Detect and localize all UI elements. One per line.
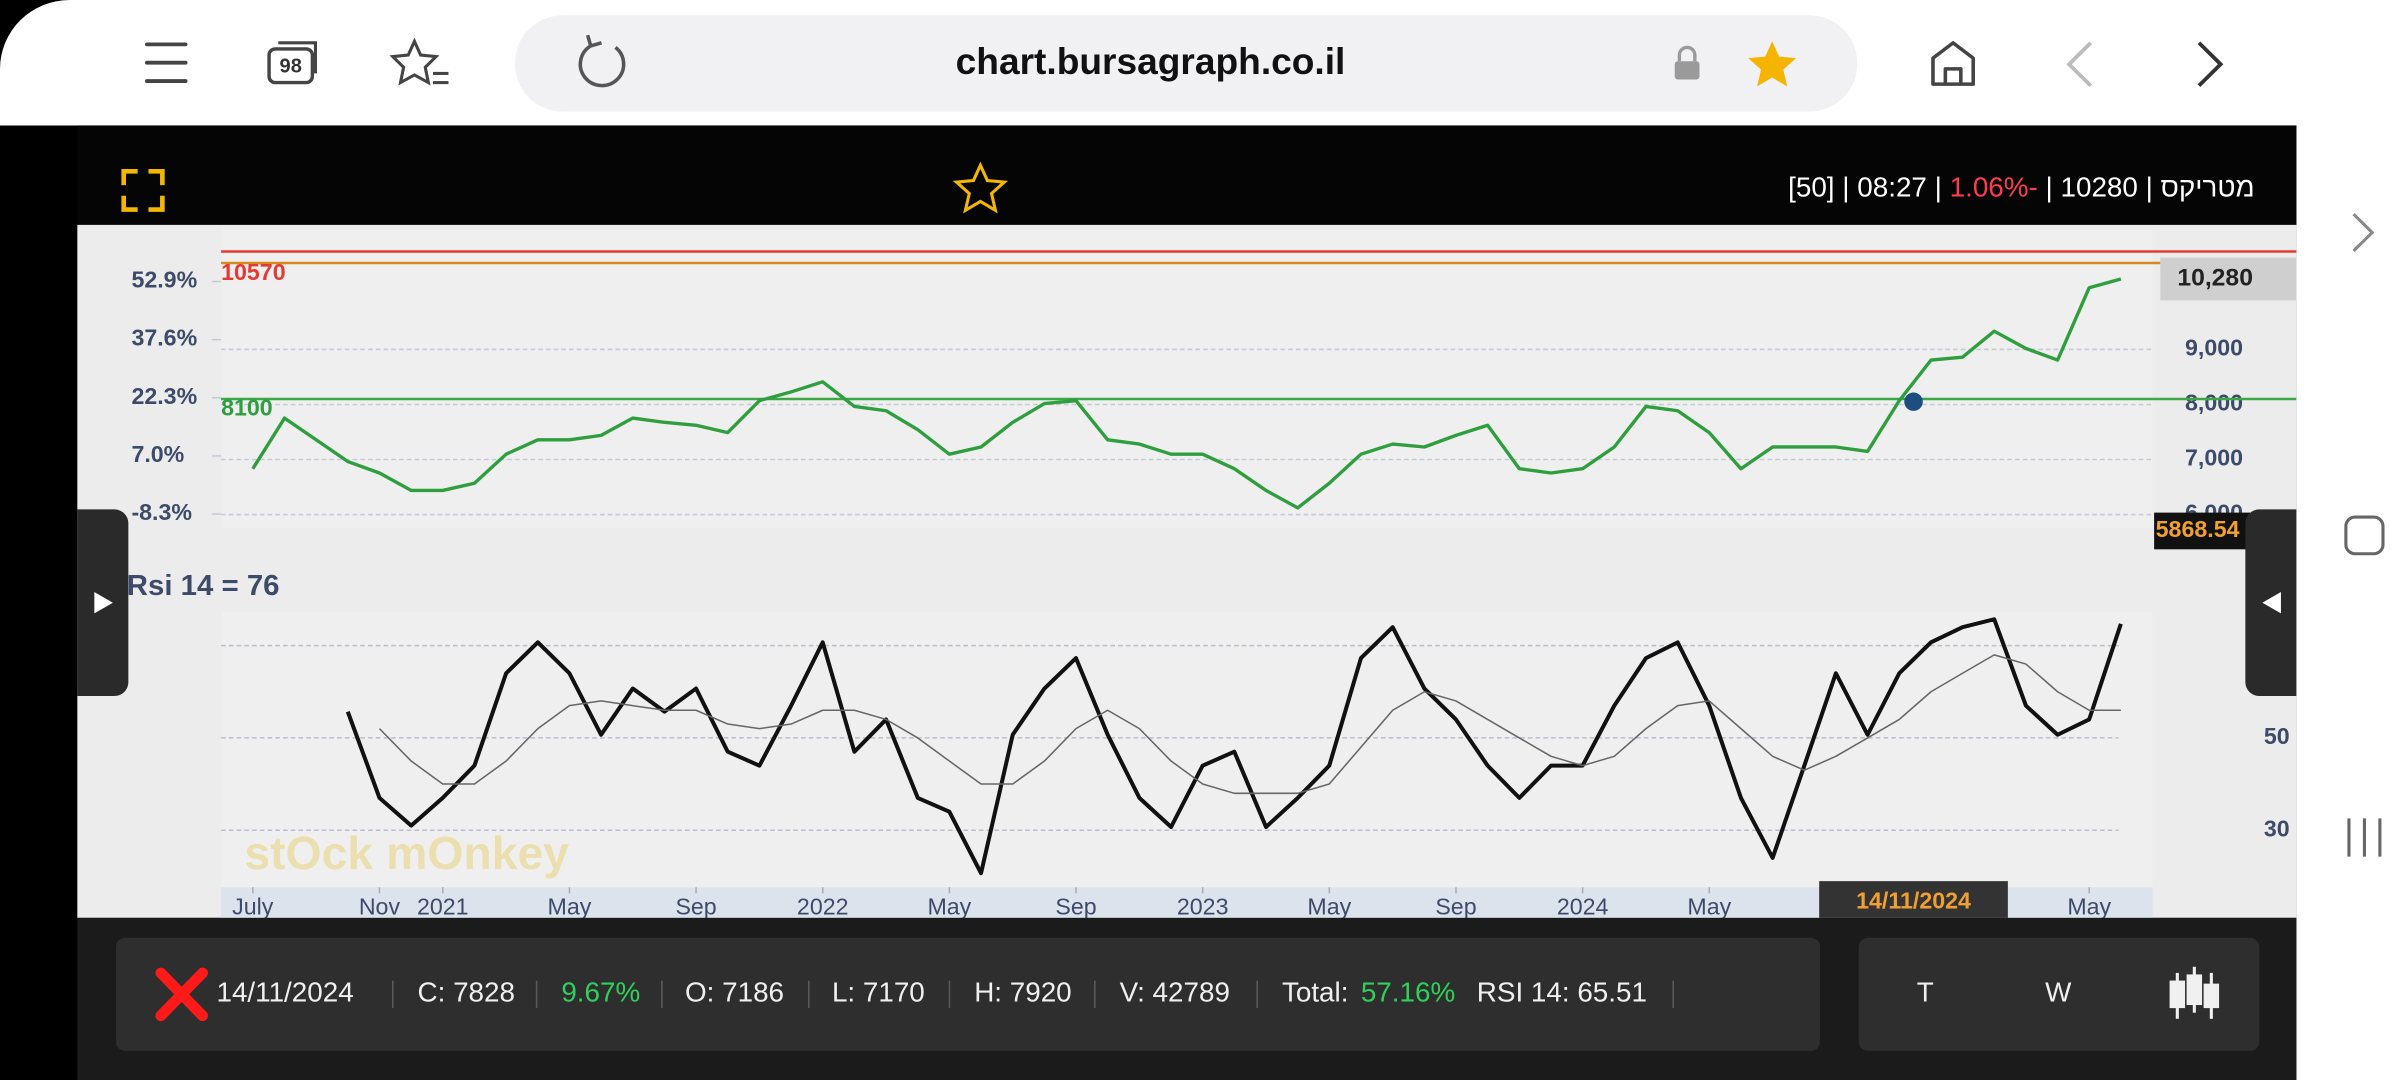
separator: | — [2046, 172, 2053, 203]
x-tick-label: Nov — [359, 894, 401, 920]
low-value-box — [2154, 512, 2250, 550]
nav-panel-button[interactable] — [2352, 213, 2375, 252]
x-tick-label: Sep — [1435, 894, 1476, 920]
y-tick-label: 30 — [2264, 815, 2290, 841]
x-tick-label: Sep — [675, 894, 716, 920]
info-change: 9.67% — [561, 977, 640, 1008]
info-low: L: 7170 — [832, 977, 925, 1008]
y-tick-label: 50 — [2264, 723, 2290, 749]
x-tick-label: 2024 — [1557, 894, 1609, 920]
price-plot — [221, 229, 2153, 528]
info-high: H: 7920 — [974, 977, 1071, 1008]
x-tick-label: May — [548, 894, 592, 920]
y2-tick-label: 37.6% — [131, 325, 197, 351]
tab-count: 98 — [280, 56, 302, 78]
y2-tick-label: -8.3% — [131, 499, 192, 525]
fullscreen-button[interactable] — [121, 169, 165, 212]
period-bar — [1858, 937, 2260, 1051]
period-button[interactable]: T — [1917, 977, 1934, 1008]
x-tick-label: 2022 — [797, 894, 849, 920]
info-total-label: Total: — [1282, 977, 1348, 1008]
y2-tick-label: 22.3% — [131, 383, 197, 409]
chart-type-button[interactable] — [2169, 966, 2220, 1019]
low-value-label: 5868.54 — [2156, 516, 2240, 542]
x-tick-label: May — [2067, 894, 2111, 920]
address-bar[interactable] — [514, 15, 1858, 112]
rsi-plot — [221, 611, 2153, 888]
crosshair-label: 14/11/2024 — [1856, 888, 1971, 914]
period-button[interactable]: W — [2045, 977, 2072, 1008]
info-open: O: 7186 — [685, 977, 784, 1008]
x-tick-label: July — [232, 894, 274, 920]
info-close: C: 7828 — [418, 977, 515, 1008]
back-button[interactable] — [2066, 41, 2093, 88]
info-rsi: RSI 14: 65.51 — [1477, 977, 1647, 1008]
x-tick-label: 2021 — [417, 894, 469, 920]
info-volume: V: 42789 — [1120, 977, 1230, 1008]
y2-tick-label: 52.9% — [131, 267, 197, 293]
y-tick-label: 7,000 — [2185, 445, 2243, 471]
info-separators — [392, 980, 1674, 1009]
close-button[interactable] — [155, 967, 208, 1022]
level-label: 8100 — [221, 395, 273, 421]
last-value-label: 10,280 — [2177, 265, 2253, 292]
right-panel-button[interactable] — [2245, 509, 2297, 697]
url: chart.bursagraph.co.il — [956, 41, 1346, 82]
chart-layer: 9,0008,0007,0006,00052.9%37.6%22.3%7.0%-… — [127, 250, 2297, 920]
crosshair-box — [1819, 881, 2008, 918]
rsi-title: Rsi 14 = 76 — [127, 570, 280, 602]
nav-recent-button[interactable] — [2347, 818, 2382, 857]
menu-button[interactable] — [144, 42, 188, 83]
price: 10280 — [2061, 172, 2138, 203]
separator: | — [2146, 172, 2153, 203]
tabs-button[interactable]: 98 — [267, 41, 318, 85]
nav-home-button[interactable] — [2344, 515, 2385, 556]
favorite-button[interactable] — [952, 161, 1009, 214]
reload-button[interactable] — [578, 34, 626, 88]
change: 1.06%- — [1950, 172, 2038, 203]
y2-tick-label: 7.0% — [131, 441, 184, 467]
x-tick-label: May — [927, 894, 971, 920]
date-marker — [1904, 392, 1923, 411]
info-bar — [115, 937, 1821, 1051]
level-label: 10570 — [221, 259, 285, 285]
separator: | — [1935, 172, 1942, 203]
y-tick-label: 8,000 — [2185, 390, 2243, 416]
x-tick-label: Sep — [1055, 894, 1096, 920]
info-date: 14/11/2024 — [216, 977, 353, 1008]
watermark: stOck mOnkey — [244, 827, 569, 879]
chart-header — [77, 125, 2297, 225]
x-tick-label: May — [1307, 894, 1351, 920]
symbol-name: מטריקס — [2161, 172, 2255, 203]
rsi-line — [345, 617, 2123, 876]
separator: | — [1842, 172, 1849, 203]
rsi-line — [378, 654, 2121, 795]
price-line — [251, 277, 2122, 510]
x-tick-label: 2023 — [1177, 894, 1229, 920]
period: [50] — [1788, 172, 1834, 203]
forward-button[interactable] — [2197, 41, 2224, 88]
info-total: 57.16% — [1361, 977, 1455, 1008]
left-panel-button[interactable] — [77, 509, 129, 697]
x-tick-label: May — [1687, 894, 1731, 920]
time: 08:27 — [1857, 172, 1927, 203]
home-button[interactable] — [1931, 41, 1975, 86]
y-tick-label: 9,000 — [2185, 335, 2243, 361]
lock-icon — [1674, 45, 1700, 80]
symbol-summary: [50] | 08:27 | 1.06%- | 10280 | מטריקס — [1788, 172, 2255, 203]
bookmarks-button[interactable] — [389, 37, 449, 86]
bookmark-star[interactable] — [1748, 41, 1797, 87]
last-value-box — [2160, 257, 2297, 301]
